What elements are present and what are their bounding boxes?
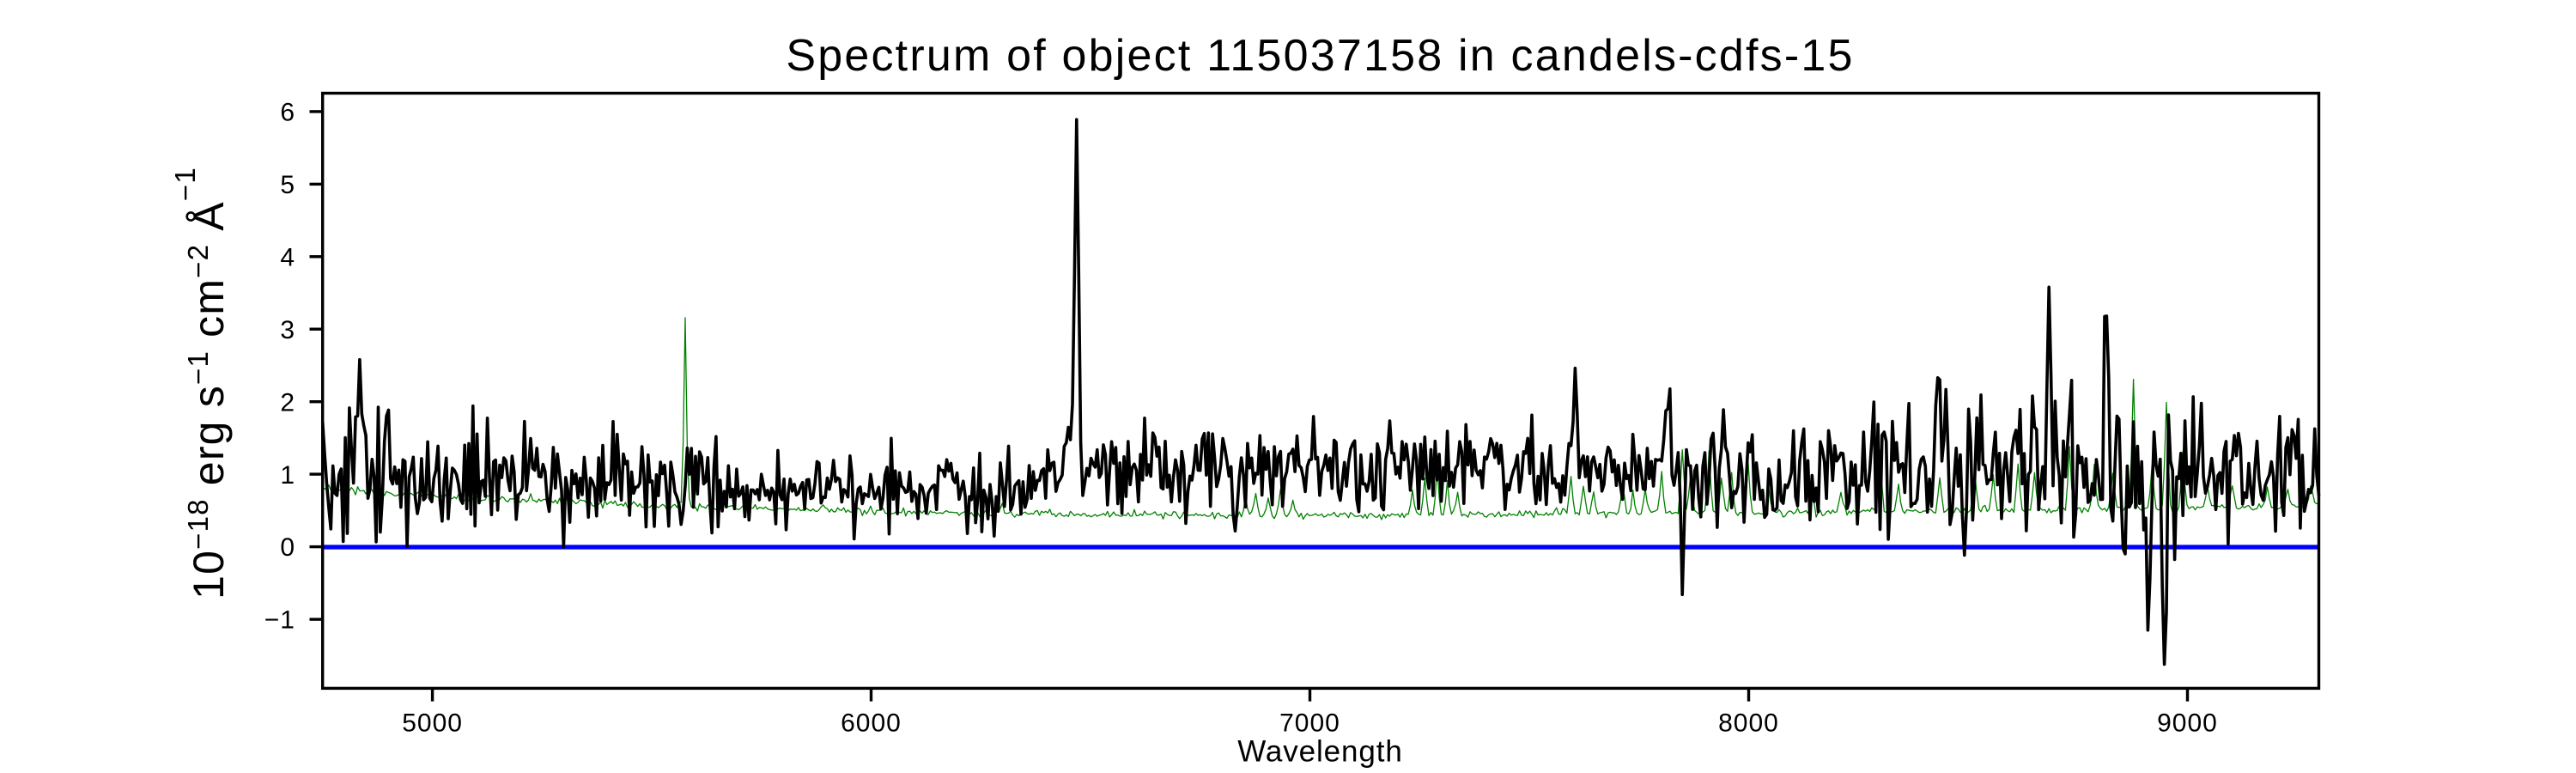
svg-text:Spectrum of object 115037158 i: Spectrum of object 115037158 in candels-… (786, 31, 1854, 81)
svg-text:8000: 8000 (1718, 709, 1779, 738)
svg-text:1: 1 (280, 461, 295, 490)
svg-text:5000: 5000 (402, 709, 463, 738)
svg-text:6000: 6000 (841, 709, 902, 738)
svg-text:6: 6 (280, 99, 295, 127)
svg-text:0: 0 (280, 533, 295, 562)
svg-text:Wavelength: Wavelength (1237, 735, 1403, 769)
svg-text:9000: 9000 (2157, 709, 2218, 738)
svg-text:2: 2 (280, 388, 295, 417)
svg-text:4: 4 (280, 243, 295, 271)
svg-text:−1: −1 (264, 606, 295, 635)
svg-text:5: 5 (280, 171, 295, 199)
svg-text:3: 3 (280, 316, 295, 344)
svg-text:7000: 7000 (1279, 709, 1340, 738)
